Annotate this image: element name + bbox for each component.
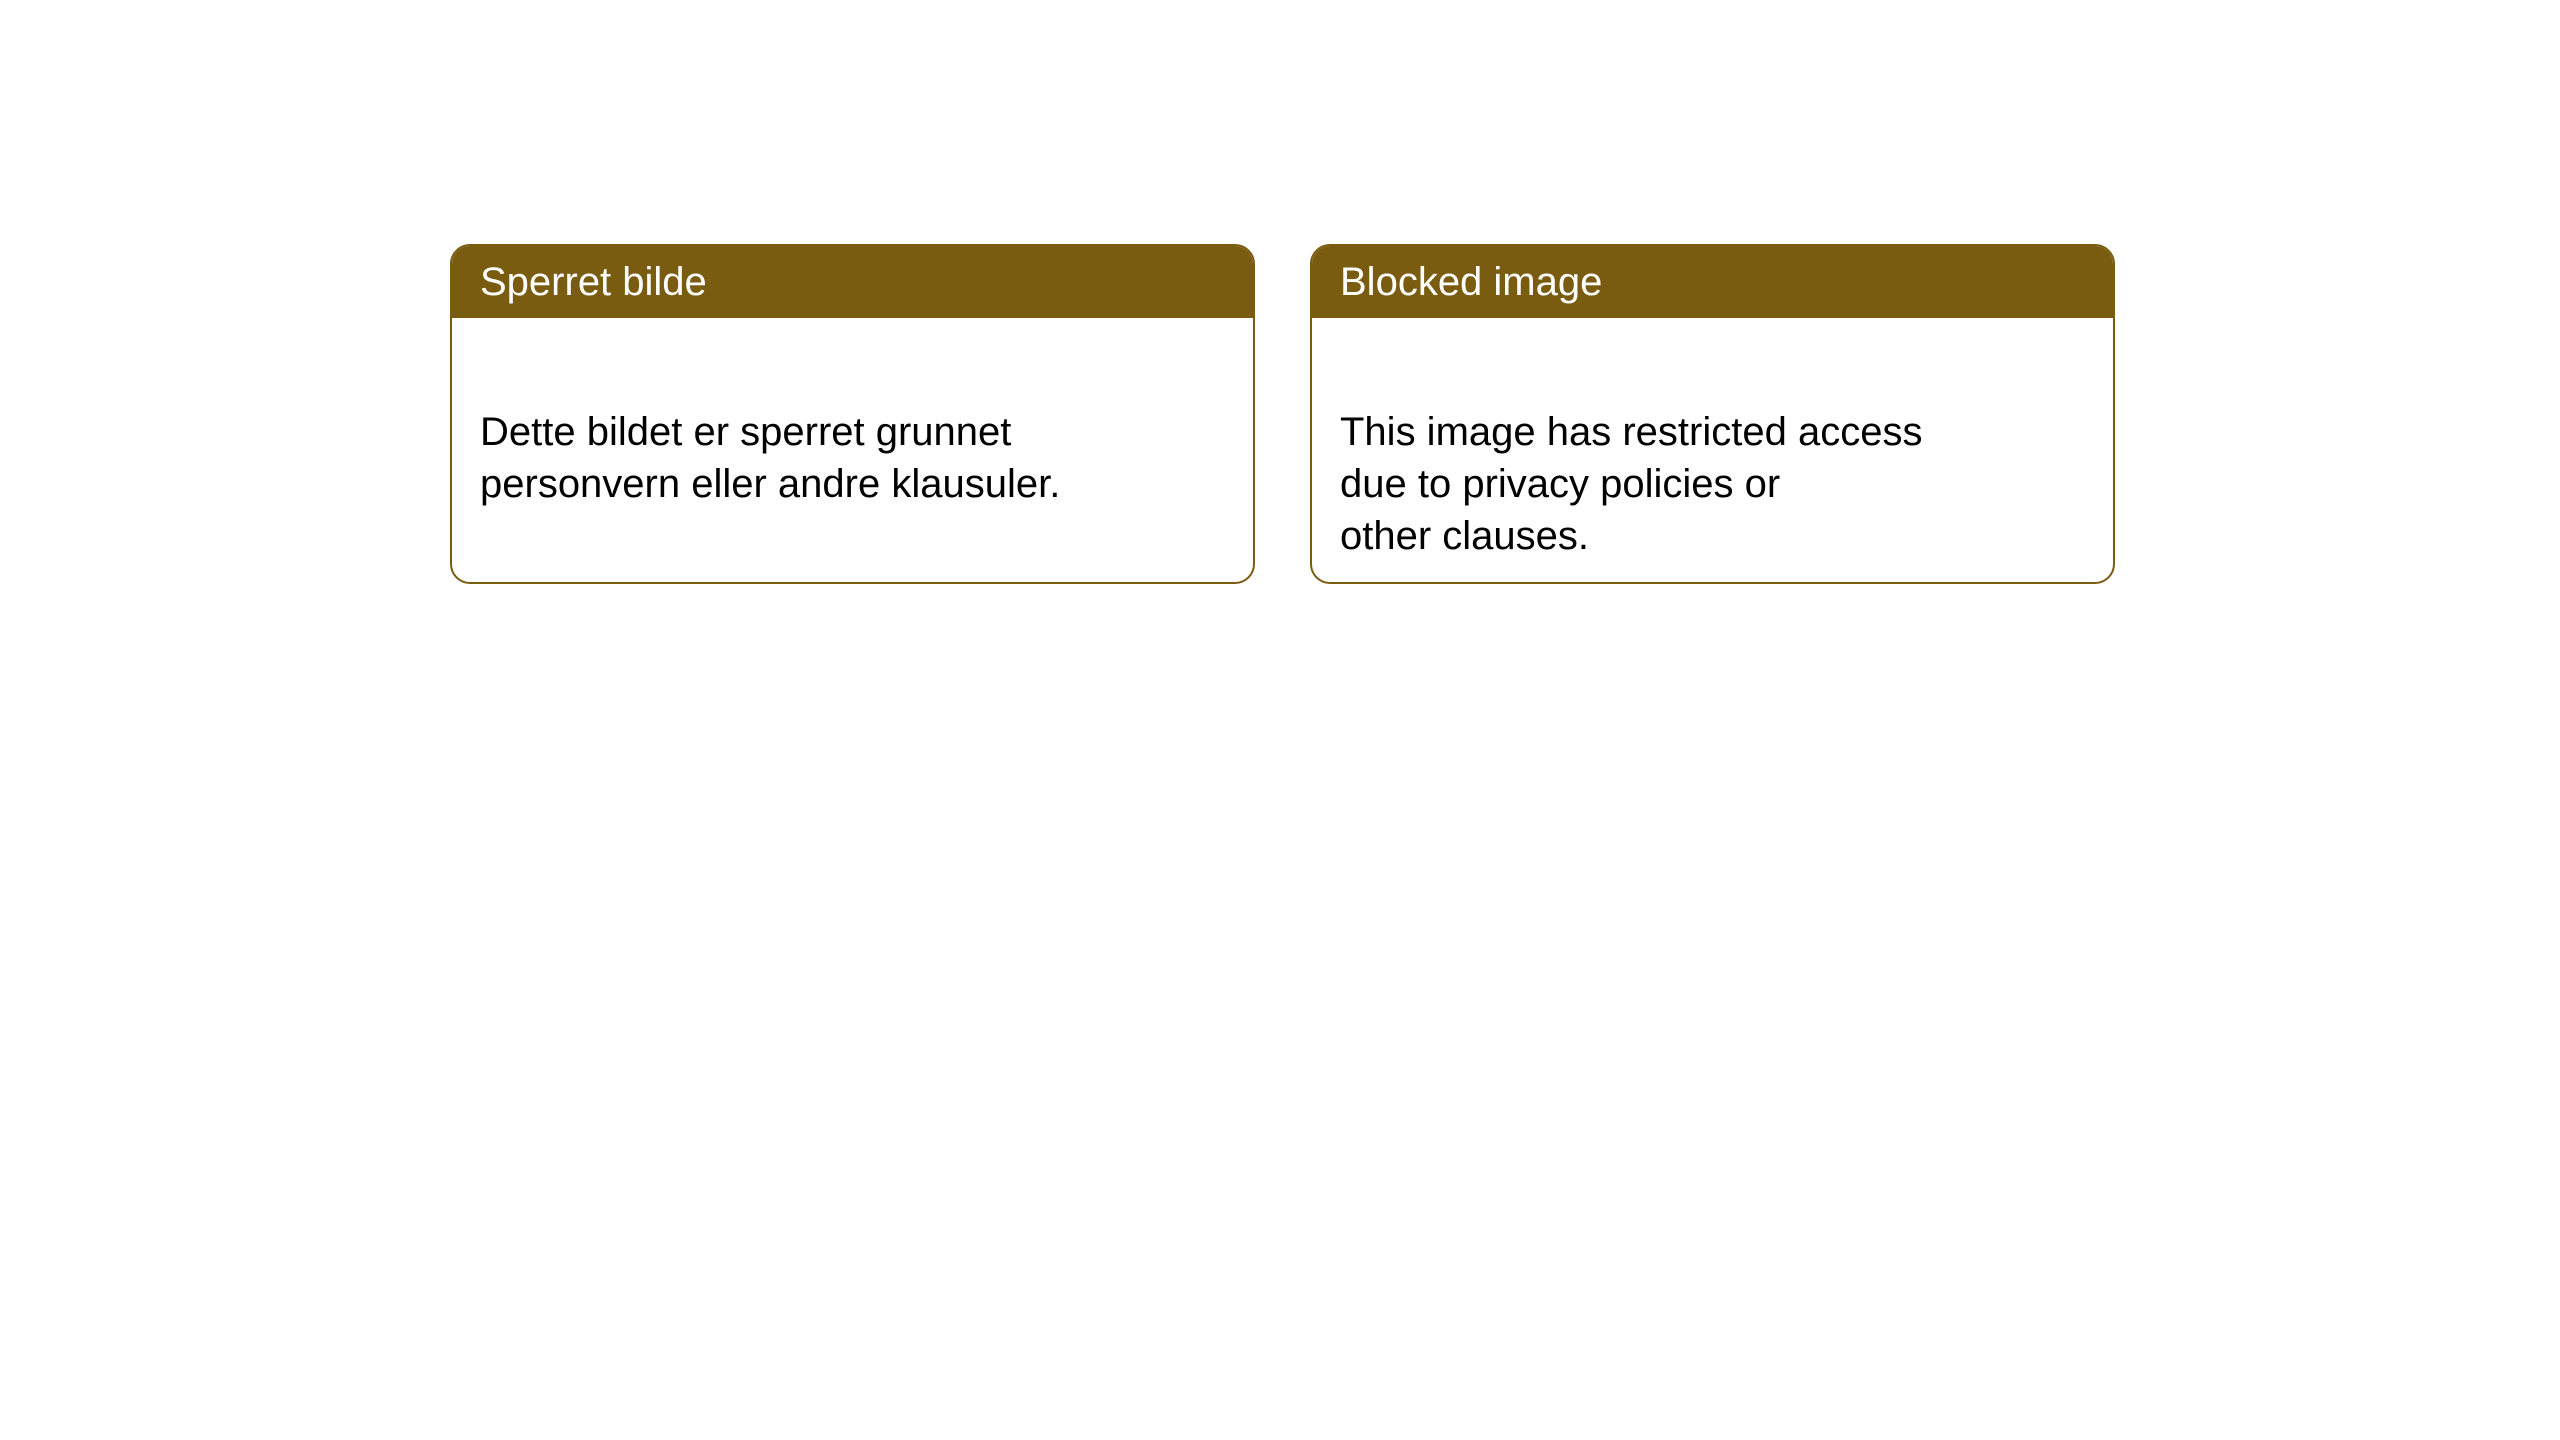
card-body-no: Dette bildet er sperret grunnet personve…: [452, 318, 1253, 546]
blocked-image-card-en: Blocked image This image has restricted …: [1310, 244, 2115, 584]
card-message-no: Dette bildet er sperret grunnet personve…: [480, 410, 1060, 506]
card-title-en: Blocked image: [1340, 260, 1602, 304]
card-header-no: Sperret bilde: [452, 246, 1253, 318]
card-title-no: Sperret bilde: [480, 260, 707, 304]
card-header-en: Blocked image: [1312, 246, 2113, 318]
card-message-en: This image has restricted access due to …: [1340, 410, 1922, 558]
card-body-en: This image has restricted access due to …: [1312, 318, 2113, 584]
notice-container: Sperret bilde Dette bildet er sperret gr…: [0, 0, 2560, 584]
blocked-image-card-no: Sperret bilde Dette bildet er sperret gr…: [450, 244, 1255, 584]
